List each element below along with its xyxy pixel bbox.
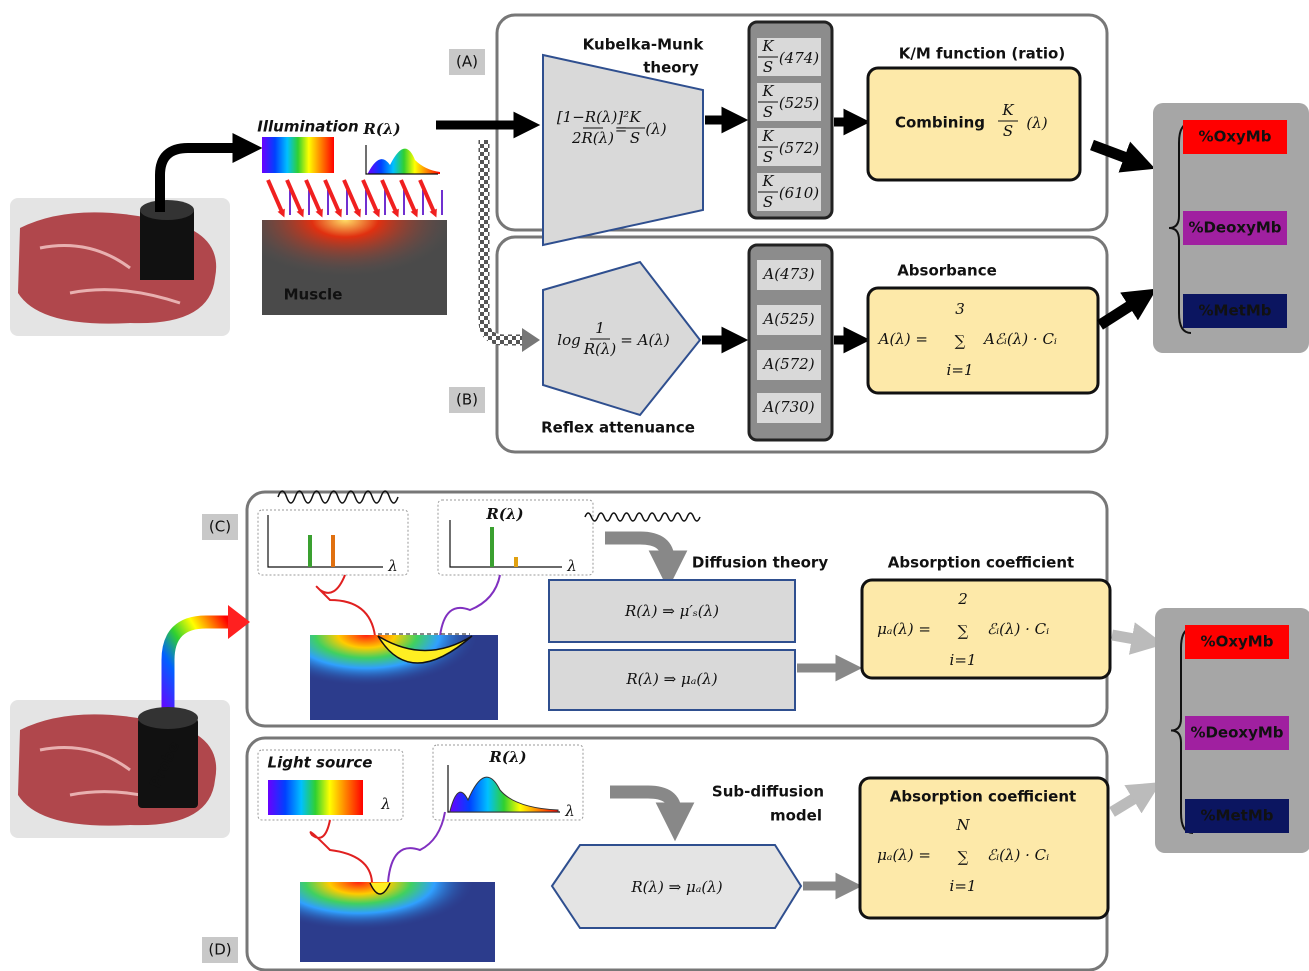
ra-formula-den: R(λ) xyxy=(583,340,617,358)
ks-output-den: S xyxy=(763,58,773,76)
a-output: A(572) xyxy=(761,355,814,373)
source-title: Light source xyxy=(268,754,373,772)
panel-label: (C) xyxy=(209,518,231,536)
model-title: Reflex attenuance xyxy=(541,419,695,437)
probe-top xyxy=(138,707,198,729)
function-frac-num: K xyxy=(1001,101,1014,119)
reflectance-spectrum xyxy=(368,149,440,174)
axis-label: λ xyxy=(380,795,391,813)
ks-output-arg: (525) xyxy=(779,94,819,112)
function-title: Absorption coefficient xyxy=(890,788,1076,806)
axis-label: λ xyxy=(566,557,577,575)
km-formula-eq: = xyxy=(615,120,628,138)
spectrum-bar xyxy=(268,780,363,815)
ks-output-arg: (474) xyxy=(779,49,819,67)
km-formula-arg: (λ) xyxy=(645,120,666,138)
sum-upper: N xyxy=(955,816,970,834)
detected-title: R(λ) xyxy=(488,748,526,766)
panel-label: (D) xyxy=(208,941,231,959)
formula-rhs: Aℰᵢ(λ) · Cᵢ xyxy=(982,330,1057,348)
illumination-label: Illumination xyxy=(257,118,358,136)
step-text: R(λ) ⇒ μₐ(λ) xyxy=(630,878,722,896)
km-formula-den: 2R(λ) xyxy=(571,129,614,147)
sum-upper: 3 xyxy=(955,300,965,318)
ks-output-num: K xyxy=(761,37,774,55)
ra-formula-num: 1 xyxy=(595,319,605,337)
axis-label: λ xyxy=(387,557,398,575)
ks-output-num: K xyxy=(761,127,774,145)
sum-sign: ∑ xyxy=(958,848,969,866)
arrow xyxy=(1112,635,1140,640)
model-title: theory xyxy=(643,59,699,77)
line-peak xyxy=(514,557,518,567)
line-peak xyxy=(331,535,335,567)
ks-output-num: K xyxy=(761,82,774,100)
a-output: A(525) xyxy=(761,310,814,328)
formula-lhs: μₐ(λ) = xyxy=(877,846,931,864)
model-title: Diffusion theory xyxy=(692,554,828,572)
ks-output-num: K xyxy=(761,172,774,190)
sum-lower: i=1 xyxy=(947,361,974,379)
panel-label: (B) xyxy=(456,391,478,409)
a-output: A(730) xyxy=(761,398,814,416)
panel-label: (A) xyxy=(456,53,478,71)
result-label: %OxyMb xyxy=(1201,633,1274,651)
function-title: K/M function (ratio) xyxy=(899,45,1065,63)
sum-sign: ∑ xyxy=(958,622,969,640)
sum-sign: ∑ xyxy=(955,332,966,350)
ks-output-den: S xyxy=(763,103,773,121)
axis-label: λ xyxy=(564,802,575,820)
function-title: Absorption coefficient xyxy=(888,554,1074,572)
line-peak xyxy=(490,527,494,567)
sum-lower: i=1 xyxy=(950,651,977,669)
result-label: %MetMb xyxy=(1201,807,1274,825)
ks-output-arg: (572) xyxy=(779,139,819,157)
model-title: Kubelka-Munk xyxy=(583,36,705,54)
formula-lhs: A(λ) = xyxy=(877,330,928,348)
ra-formula-log: log xyxy=(557,331,580,349)
function-frac-den: S xyxy=(1003,122,1013,140)
diagram: (A)(B)IlluminationR(λ)MuscleKubelka-Munk… xyxy=(0,0,1309,971)
tissue-label: Muscle xyxy=(284,286,343,304)
km-formula-rhs-den: S xyxy=(630,129,640,147)
km-formula-rhs-num: K xyxy=(628,108,641,126)
formula-rhs: ℰᵢ(λ) · Cᵢ xyxy=(987,620,1049,638)
formula-lhs: μₐ(λ) = xyxy=(877,620,931,638)
ks-output-den: S xyxy=(763,148,773,166)
line-peak xyxy=(308,535,312,567)
step-text: R(λ) ⇒ μₐ(λ) xyxy=(625,670,717,688)
incident-ray xyxy=(268,180,282,212)
result-label: %OxyMb xyxy=(1199,128,1272,146)
reflectance-label: R(λ) xyxy=(362,120,400,138)
spectrum-bar xyxy=(262,137,334,173)
result-label: %MetMb xyxy=(1199,302,1272,320)
ks-output-den: S xyxy=(763,193,773,211)
model-title: Sub-diffusion xyxy=(712,783,824,801)
function-text: Combining xyxy=(895,114,985,132)
sum-upper: 2 xyxy=(957,590,968,608)
function-title: Absorbance xyxy=(897,262,997,280)
tissue-glow xyxy=(300,882,495,962)
function-arg: (λ) xyxy=(1026,114,1047,132)
ra-formula-rhs: = A(λ) xyxy=(620,331,670,349)
probe-body xyxy=(140,210,194,280)
formula-rhs: ℰᵢ(λ) · Cᵢ xyxy=(987,846,1049,864)
ks-output-arg: (610) xyxy=(779,184,819,202)
a-output: A(473) xyxy=(761,265,814,283)
result-label: %DeoxyMb xyxy=(1188,219,1281,237)
probe-top xyxy=(140,200,194,220)
result-label: %DeoxyMb xyxy=(1190,724,1283,742)
step-text: R(λ) ⇒ μ′ₛ(λ) xyxy=(624,602,719,620)
model-title: model xyxy=(770,807,822,825)
arrow xyxy=(1112,795,1140,812)
detected-title: R(λ) xyxy=(485,505,523,523)
sum-lower: i=1 xyxy=(950,877,977,895)
